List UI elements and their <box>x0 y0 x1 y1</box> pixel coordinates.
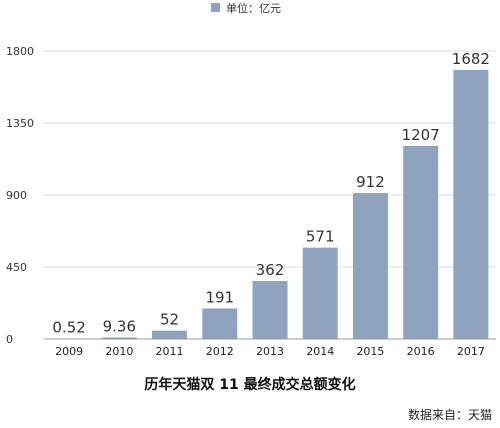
legend-swatch <box>211 3 220 12</box>
bar-2014 <box>302 247 338 339</box>
x-tick-label: 2014 <box>306 345 334 358</box>
value-label-2014: 571 <box>306 228 335 246</box>
x-tick-label: 2009 <box>55 345 83 358</box>
x-tick-label: 2012 <box>206 345 234 358</box>
y-tick-label: 450 <box>6 261 27 274</box>
value-label-2009: 0.52 <box>52 319 85 337</box>
x-axis-ticks: 2009 2010 2011 2012 2013 2014 2015 2016 2017 <box>55 345 485 358</box>
bars <box>51 69 489 339</box>
y-tick-label: 900 <box>6 189 27 202</box>
x-tick-label: 2011 <box>156 345 184 358</box>
bar-2010 <box>101 337 137 339</box>
x-tick-label: 2017 <box>457 345 485 358</box>
y-tick-label: 0 <box>6 333 13 346</box>
value-label-2010: 9.36 <box>103 318 136 336</box>
x-tick-label: 2016 <box>407 345 435 358</box>
bar-2015 <box>352 193 388 339</box>
bar-2016 <box>403 145 439 339</box>
value-label-2015: 912 <box>356 173 385 191</box>
x-tick-label: 2013 <box>256 345 284 358</box>
bar-2013 <box>252 281 288 339</box>
chart-title: 历年天猫双 11 最终成交总额变化 <box>144 376 355 393</box>
bar-2017 <box>453 69 489 339</box>
legend-label: 单位：亿元 <box>226 1 281 15</box>
bar-2012 <box>202 308 238 339</box>
value-label-2013: 362 <box>256 261 285 279</box>
source-note: 数据来自：天猫 <box>408 407 492 422</box>
value-label-2017: 1682 <box>452 50 490 68</box>
value-label-2012: 191 <box>205 288 234 306</box>
bar-2011 <box>152 330 188 339</box>
value-label-2011: 52 <box>160 311 179 329</box>
value-label-2016: 1207 <box>402 126 440 144</box>
y-tick-label: 1800 <box>6 45 34 58</box>
legend: 单位：亿元 <box>211 1 281 15</box>
value-labels: 0.52 9.36 52 191 362 571 912 1207 1682 <box>52 50 490 337</box>
x-tick-label: 2010 <box>105 345 133 358</box>
x-tick-label: 2015 <box>356 345 384 358</box>
y-axis-ticks: 0 450 900 1350 1800 <box>6 45 34 346</box>
y-tick-label: 1350 <box>6 117 34 130</box>
